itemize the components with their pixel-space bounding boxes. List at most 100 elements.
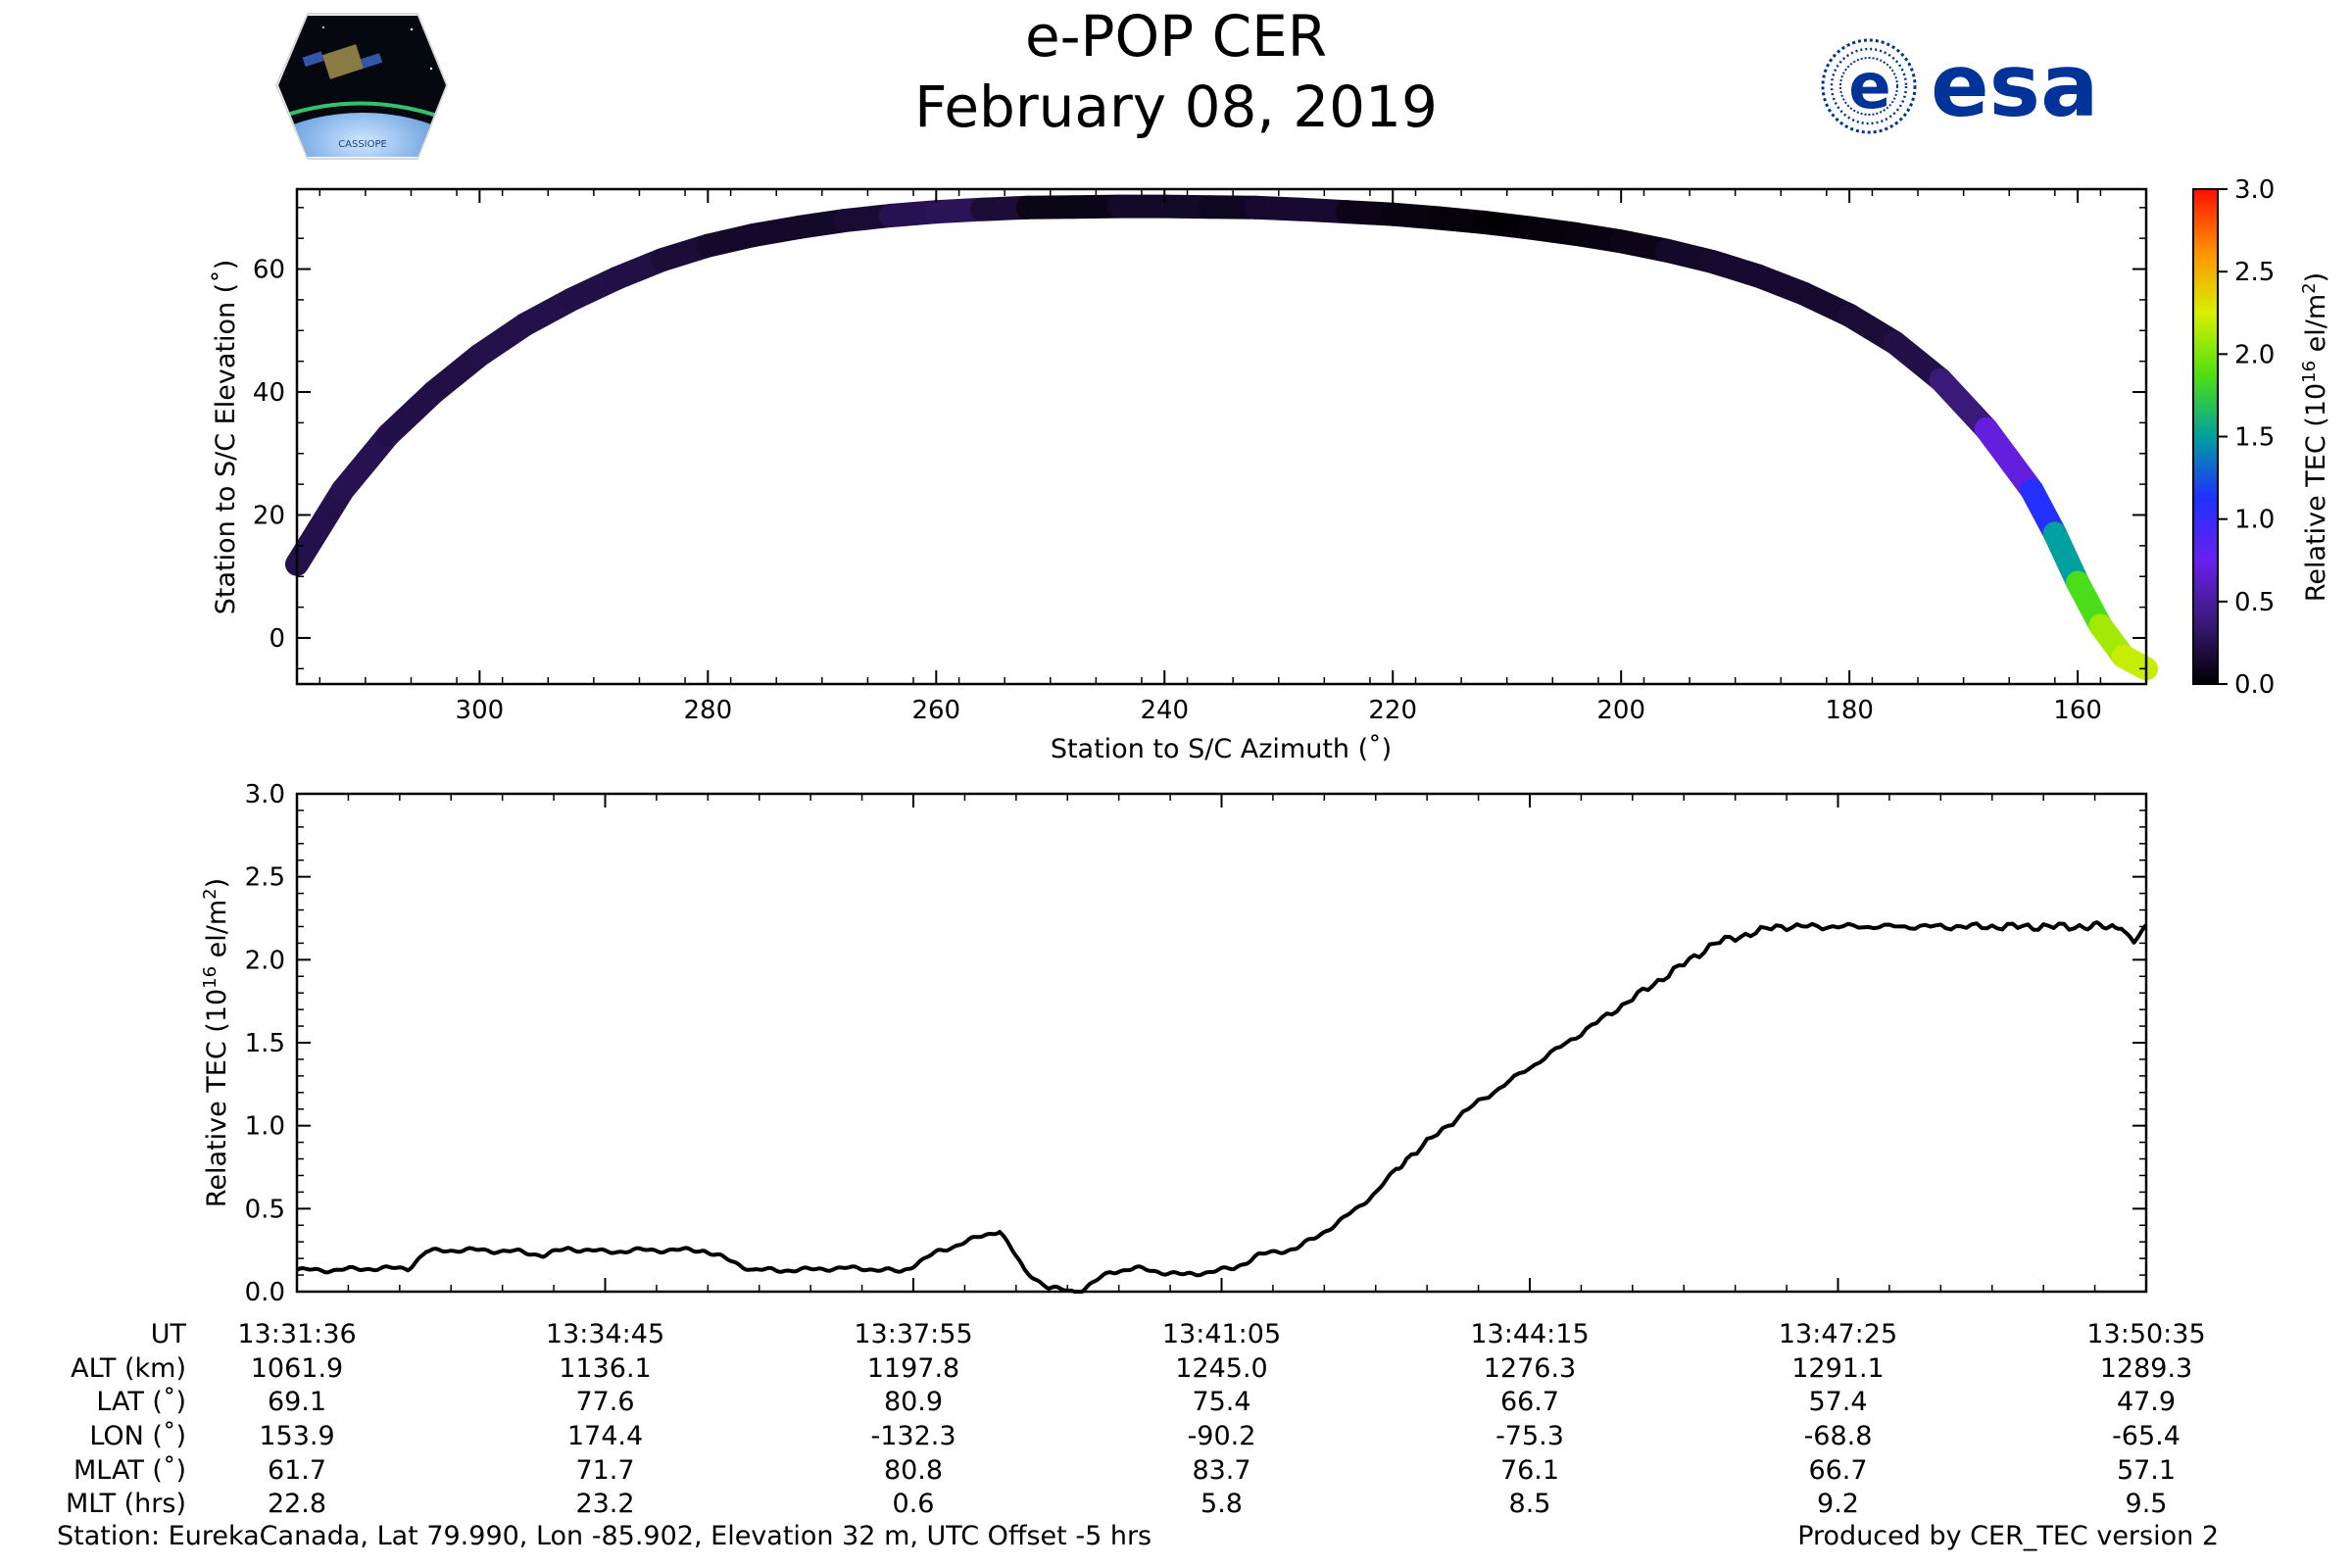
- colorbar-tick-label: 0.5: [2234, 588, 2275, 617]
- ephemeris-cell: 83.7: [1192, 1455, 1250, 1486]
- ephemeris-row-label: MLAT (˚): [74, 1455, 186, 1486]
- ephemeris-cell: 1061.9: [251, 1353, 343, 1384]
- x-tick-label: 180: [1825, 696, 1874, 725]
- ephemeris-row-label: LAT (˚): [96, 1387, 186, 1417]
- svg-text:e: e: [1848, 51, 1890, 123]
- ephemeris-cell: 1289.3: [2100, 1353, 2192, 1384]
- ephemeris-cell: 57.4: [1808, 1387, 1867, 1417]
- cassiope-logo-text: CASSIOPE: [338, 139, 387, 150]
- esa-logo-text: esa: [1931, 35, 2098, 136]
- ephemeris-cell: 1197.8: [867, 1353, 959, 1384]
- arc-segment: [330, 422, 401, 503]
- x-tick-label: 280: [684, 696, 733, 725]
- y-tick-label: 3.0: [245, 780, 285, 809]
- ephemeris-cell: 153.9: [259, 1421, 334, 1451]
- cassiope-logo: CASSIOPE: [274, 13, 449, 160]
- y-tick-label: 0: [269, 624, 285, 654]
- station-info: Station: EurekaCanada, Lat 79.990, Lon -…: [57, 1521, 1152, 1551]
- bottom-ylabel: Relative TEC (1016 el/m2): [200, 878, 232, 1207]
- y-tick-label: 60: [253, 256, 285, 285]
- x-tick-label: 300: [456, 696, 505, 725]
- ephemeris-cell: 57.1: [2117, 1455, 2176, 1486]
- ephemeris-cell: 0.6: [893, 1489, 935, 1519]
- bottom-plot-frame: [295, 792, 2148, 1294]
- elevation-azimuth-chart: 300 280 260 240 220 200 180 160 0 20 40 60 Station …: [211, 187, 2158, 764]
- ephemeris-cell: 69.1: [268, 1387, 326, 1417]
- ephemeris-cell: 8.5: [1509, 1489, 1551, 1519]
- producer-info: Produced by CER_TEC version 2: [1797, 1521, 2219, 1551]
- y-tick-label: 1.5: [245, 1029, 285, 1058]
- x-tick-label: 240: [1140, 696, 1189, 725]
- ephemeris-cell: 76.1: [1500, 1455, 1559, 1486]
- ephemeris-cell: 47.9: [2117, 1387, 2176, 1417]
- ephemeris-row-label: MLT (hrs): [66, 1489, 186, 1519]
- colorbar-gradient: [2192, 188, 2219, 685]
- y-tick-label: 0.0: [245, 1278, 285, 1307]
- colorbar-tick-label: 2.5: [2234, 258, 2275, 287]
- colorbar-label: Relative TEC (1016 el/m2): [2299, 272, 2331, 602]
- ephemeris-cell: 23.2: [575, 1489, 634, 1519]
- esa-logo: e esa: [1821, 35, 2098, 136]
- colorbar-tick-label: 3.0: [2234, 175, 2275, 205]
- satellite-icon: [321, 44, 365, 79]
- ephemeris-cell: 75.4: [1192, 1387, 1250, 1417]
- ephemeris-cell: 71.7: [575, 1455, 634, 1486]
- ephemeris-cell: 61.7: [268, 1455, 326, 1486]
- ephemeris-cell: 1245.0: [1175, 1353, 1267, 1384]
- x-tick-label: 160: [2053, 696, 2102, 725]
- chart-date: February 08, 2019: [914, 74, 1438, 140]
- ephemeris-row-label: LON (˚): [89, 1421, 186, 1451]
- arc-segment: [2111, 644, 2158, 681]
- ephemeris-cell: 66.7: [1808, 1455, 1867, 1486]
- colorbar-tick-label: 0.0: [2234, 670, 2275, 700]
- y-tick-label: 1.0: [245, 1112, 285, 1142]
- y-tick-label: 20: [253, 501, 285, 530]
- ephemeris-cell: 5.8: [1200, 1489, 1243, 1519]
- ephemeris-cell: -90.2: [1188, 1421, 1256, 1451]
- x-tick-label: 220: [1368, 696, 1417, 725]
- ephemeris-cell: 66.7: [1500, 1387, 1559, 1417]
- tec-timeseries-chart: 0.0 0.5 1.0 1.5 2.0 2.5 3.0 Relative TEC (1016…: [200, 780, 2148, 1307]
- ephemeris-cell: -68.8: [1804, 1421, 1873, 1451]
- ephemeris-cell: 1136.1: [559, 1353, 651, 1384]
- y-tick-label: 2.0: [245, 946, 285, 975]
- ephemeris-cell: 80.8: [884, 1455, 943, 1486]
- ephemeris-cell: 22.8: [268, 1489, 326, 1519]
- ephemeris-cell: 13:41:05: [1162, 1319, 1281, 1349]
- top-ylabel: Station to S/C Elevation (˚): [211, 260, 241, 615]
- ephemeris-cell: -132.3: [870, 1421, 956, 1451]
- x-tick-label: 200: [1596, 696, 1645, 725]
- ephemeris-cell: 13:50:35: [2086, 1319, 2205, 1349]
- chart-title: e-POP CER: [1024, 3, 1328, 70]
- colorbar-tick-label: 1.5: [2234, 423, 2275, 453]
- ephemeris-row-label: ALT (km): [71, 1353, 186, 1384]
- ephemeris-cell: 13:34:45: [546, 1319, 664, 1349]
- ephemeris-cell: 9.2: [1817, 1489, 1859, 1519]
- arc-segment: [285, 478, 355, 576]
- ephemeris-cell: 80.9: [884, 1387, 943, 1417]
- ephemeris-cell: 13:37:55: [854, 1319, 972, 1349]
- ephemeris-cell: 13:47:25: [1779, 1319, 1897, 1349]
- y-tick-label: 40: [253, 378, 285, 408]
- ephemeris-cell: -75.3: [1495, 1421, 1564, 1451]
- ephemeris-cell: 77.6: [575, 1387, 634, 1417]
- y-tick-label: 0.5: [245, 1195, 285, 1224]
- arc-segment: [1974, 416, 2044, 503]
- colorbar-tick-label: 2.0: [2234, 340, 2275, 369]
- ephemeris-cell: 1276.3: [1484, 1353, 1576, 1384]
- y-tick-label: 2.5: [245, 863, 285, 893]
- ephemeris-row-label: UT: [151, 1319, 187, 1349]
- ephemeris-cell: 13:31:36: [237, 1319, 356, 1349]
- ephemeris-cell: 1291.1: [1791, 1353, 1884, 1384]
- tec-colorbar: 0.0 0.5 1.0 1.5 2.0 2.5 3.0 Relative TEC (1016…: [2192, 175, 2331, 700]
- top-plot-frame: [295, 187, 2148, 686]
- x-tick-label: 260: [911, 696, 960, 725]
- tec-series-line: [296, 920, 2148, 1294]
- colorbar-tick-label: 1.0: [2234, 506, 2275, 535]
- ephemeris-cell: -65.4: [2112, 1421, 2180, 1451]
- ephemeris-table: UT ALT (km)LAT (˚) LON (˚) MLAT (˚)MLT (hrs…: [66, 1319, 2206, 1519]
- ephemeris-cell: 13:44:15: [1470, 1319, 1589, 1349]
- ephemeris-cell: 174.4: [567, 1421, 643, 1451]
- top-xlabel: Station to S/C Azimuth (˚): [1051, 734, 1392, 764]
